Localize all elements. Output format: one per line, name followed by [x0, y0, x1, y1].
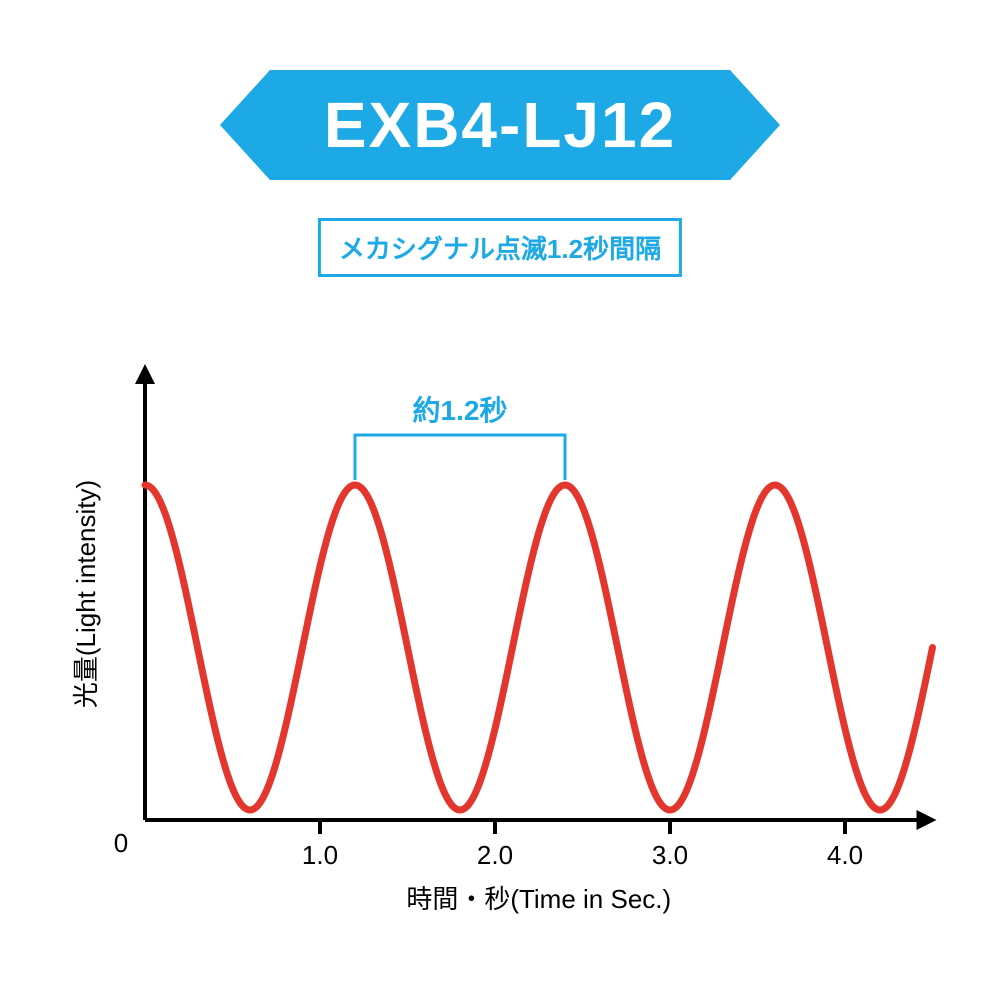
sine-wave: [145, 485, 933, 810]
title-badge: EXB4-LJ12: [220, 70, 780, 180]
period-bracket: [355, 435, 565, 480]
subtitle-text: メカシグナル点滅1.2秒間隔: [339, 234, 661, 264]
x-axis-arrow: [917, 810, 937, 830]
x-tick-label: 3.0: [652, 840, 688, 870]
period-label: 約1.2秒: [413, 394, 508, 426]
chart-svg: 1.0 2.0 3.0 4.0 0 時間・秒(Time in Sec.) 光量(Light …: [60, 330, 940, 950]
page-root: EXB4-LJ12 メカシグナル点滅1.2秒間隔 1.0 2.0 3.0 4.0 0 時間…: [0, 0, 1000, 1000]
y-axis-arrow: [135, 364, 155, 384]
y-axis-label: 光量(Light intensity): [71, 480, 101, 708]
origin-label: 0: [114, 828, 128, 858]
x-tick-label: 2.0: [477, 840, 513, 870]
title-text: EXB4-LJ12: [220, 70, 780, 180]
chart-area: 1.02.03.04.00時間・秒(Time in Sec.)光量(Light …: [60, 330, 940, 890]
subtitle-badge: メカシグナル点滅1.2秒間隔: [318, 218, 682, 277]
x-tick-label: 1.0: [302, 840, 338, 870]
x-tick-label: 4.0: [827, 840, 863, 870]
x-axis-label: 時間・秒(Time in Sec.): [406, 884, 671, 914]
